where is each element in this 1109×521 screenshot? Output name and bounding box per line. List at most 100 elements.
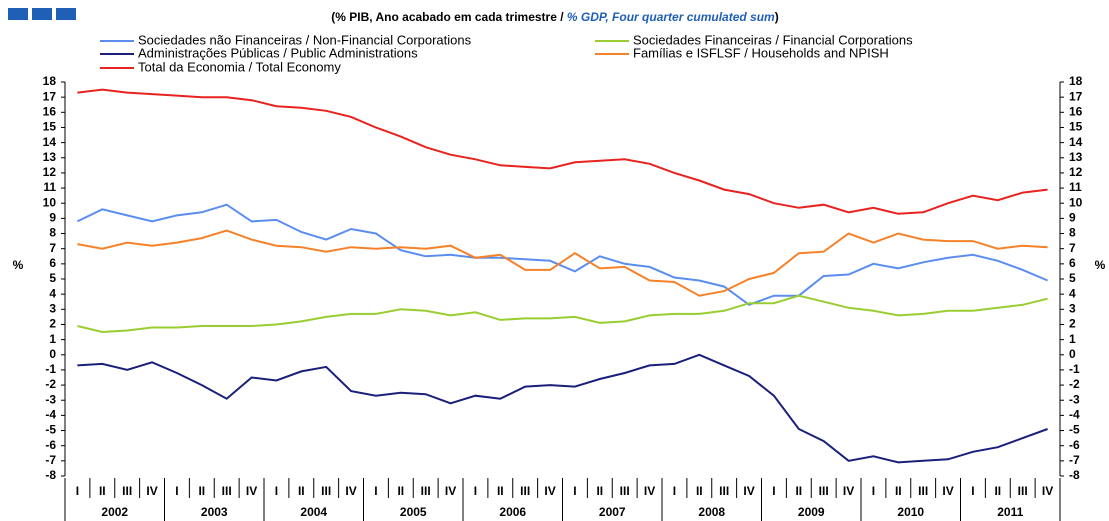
x-tick-label: I	[374, 484, 377, 498]
y-tick-label: 10	[43, 195, 57, 209]
legend-label: Administrações Públicas / Public Adminis…	[138, 45, 418, 60]
y2-tick-label: 8	[1069, 226, 1076, 240]
y2-tick-label: 14	[1069, 135, 1083, 149]
x-tick-label: II	[99, 484, 106, 498]
line-series	[77, 294, 1048, 334]
y-tick-label: -1	[45, 362, 56, 376]
y2-tick-label: -5	[1069, 423, 1080, 437]
year-label: 2007	[599, 505, 626, 519]
x-tick-label: I	[971, 484, 974, 498]
x-tick-label: I	[872, 484, 875, 498]
y-tick-label: 18	[43, 74, 57, 88]
y2-tick-label: 12	[1069, 165, 1083, 179]
y2-tick-label: -8	[1069, 468, 1080, 482]
y2-tick-label: 16	[1069, 104, 1083, 118]
y2-axis-label: %	[1095, 258, 1106, 272]
x-tick-label: III	[321, 484, 331, 498]
year-label: 2008	[698, 505, 725, 519]
x-tick-label: I	[76, 484, 79, 498]
y-tick-label: 12	[43, 165, 57, 179]
y2-tick-label: 15	[1069, 120, 1083, 134]
logo-block	[32, 8, 52, 20]
y-tick-label: 3	[49, 301, 56, 315]
x-tick-label: II	[298, 484, 305, 498]
y-tick-label: -4	[45, 408, 56, 422]
y-tick-label: 14	[43, 135, 57, 149]
x-tick-label: IV	[644, 484, 655, 498]
x-tick-label: I	[474, 484, 477, 498]
x-tick-label: III	[520, 484, 530, 498]
x-tick-label: II	[994, 484, 1001, 498]
y-tick-label: -7	[45, 453, 56, 467]
x-tick-label: III	[1018, 484, 1028, 498]
subtitle-close: )	[775, 10, 779, 24]
year-label: 2006	[499, 505, 526, 519]
year-label: 2002	[101, 505, 128, 519]
y2-tick-label: 2	[1069, 317, 1076, 331]
y2-tick-label: 13	[1069, 150, 1083, 164]
y-tick-label: 17	[43, 89, 57, 103]
logo-block	[56, 8, 76, 20]
x-tick-label: II	[895, 484, 902, 498]
y-tick-label: 2	[49, 317, 56, 331]
y2-tick-label: -3	[1069, 392, 1080, 406]
logo-block	[8, 8, 28, 20]
y-axis-label: %	[13, 258, 24, 272]
x-tick-label: IV	[544, 484, 555, 498]
y2-tick-label: 4	[1069, 286, 1076, 300]
x-tick-label: III	[122, 484, 132, 498]
legend-label: Total da Economia / Total Economy	[138, 59, 341, 74]
y-tick-label: 1	[49, 332, 56, 346]
y-tick-label: 6	[49, 256, 56, 270]
x-tick-label: IV	[743, 484, 754, 498]
y-tick-label: -6	[45, 438, 56, 452]
y-tick-label: -3	[45, 392, 56, 406]
x-tick-label: II	[497, 484, 504, 498]
x-tick-label: IV	[445, 484, 456, 498]
line-series	[77, 88, 1048, 215]
legend-label: Famílias e ISFLSF / Households and NPISH	[633, 45, 889, 60]
line-series	[76, 203, 1048, 306]
y-tick-label: 8	[49, 226, 56, 240]
x-tick-label: IV	[942, 484, 953, 498]
year-label: 2004	[300, 505, 327, 519]
y-tick-label: 7	[49, 241, 56, 255]
y-tick-label: 15	[43, 120, 57, 134]
y-tick-label: 13	[43, 150, 57, 164]
y2-tick-label: 6	[1069, 256, 1076, 270]
x-tick-label: III	[719, 484, 729, 498]
x-tick-label: II	[397, 484, 404, 498]
x-tick-label: II	[696, 484, 703, 498]
year-label: 2005	[400, 505, 427, 519]
x-tick-label: IV	[246, 484, 257, 498]
x-tick-label: IV	[843, 484, 854, 498]
y-tick-label: 0	[49, 347, 56, 361]
x-tick-label: IV	[1042, 484, 1053, 498]
y2-tick-label: 7	[1069, 241, 1076, 255]
x-tick-label: III	[421, 484, 431, 498]
y2-tick-label: 0	[1069, 347, 1076, 361]
y-tick-label: 5	[49, 271, 56, 285]
x-tick-label: III	[222, 484, 232, 498]
y2-tick-label: 9	[1069, 211, 1076, 225]
y2-tick-label: -6	[1069, 438, 1080, 452]
y-tick-label: -8	[45, 468, 56, 482]
line-series	[77, 353, 1048, 464]
y2-tick-label: 1	[1069, 332, 1076, 346]
x-tick-label: III	[620, 484, 630, 498]
line-series	[77, 229, 1048, 297]
x-tick-label: III	[918, 484, 928, 498]
y2-tick-label: 17	[1069, 89, 1083, 103]
x-tick-label: II	[596, 484, 603, 498]
x-tick-label: IV	[146, 484, 157, 498]
y-tick-label: -5	[45, 423, 56, 437]
subtitle: (% PIB, Ano acabado em cada trimestre / …	[331, 10, 778, 24]
y-tick-label: 4	[49, 286, 56, 300]
y2-tick-label: 5	[1069, 271, 1076, 285]
y2-tick-label: -1	[1069, 362, 1080, 376]
y2-tick-label: -4	[1069, 408, 1080, 422]
legend-label: Sociedades não Financeiras / Non-Financi…	[138, 32, 472, 47]
x-tick-label: I	[772, 484, 775, 498]
y2-tick-label: -7	[1069, 453, 1080, 467]
